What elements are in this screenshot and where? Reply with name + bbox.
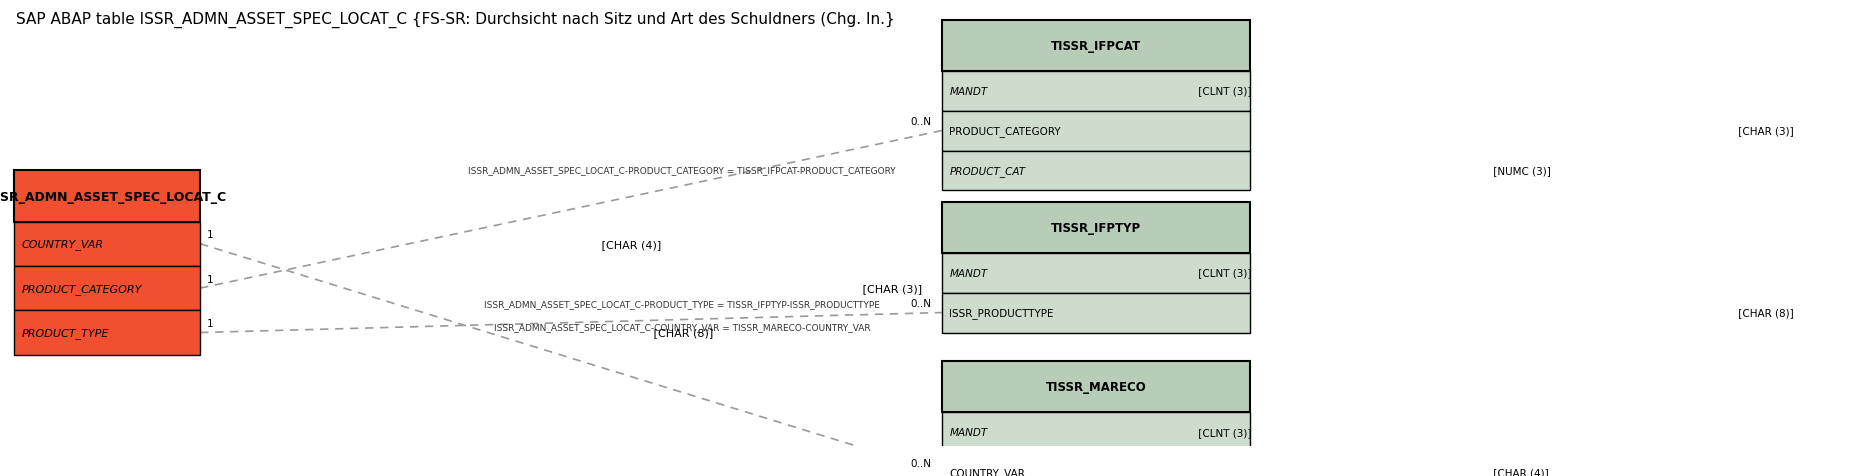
- Text: [CLNT (3)]: [CLNT (3)]: [1195, 427, 1251, 437]
- Text: TISSR_IFPCAT: TISSR_IFPCAT: [1051, 40, 1141, 52]
- Text: MANDT: MANDT: [948, 86, 988, 96]
- Text: MANDT: MANDT: [948, 427, 988, 437]
- Text: [CHAR (4)]: [CHAR (4)]: [1490, 467, 1548, 476]
- Text: [NUMC (3)]: [NUMC (3)]: [1490, 166, 1550, 176]
- Text: 1: 1: [207, 230, 213, 240]
- Text: COUNTRY_VAR: COUNTRY_VAR: [21, 239, 103, 249]
- FancyBboxPatch shape: [941, 20, 1251, 71]
- Text: 0..N: 0..N: [911, 117, 932, 127]
- FancyBboxPatch shape: [13, 222, 200, 267]
- Text: PRODUCT_TYPE: PRODUCT_TYPE: [21, 327, 108, 338]
- Text: COUNTRY_VAR: COUNTRY_VAR: [948, 467, 1025, 476]
- FancyBboxPatch shape: [941, 362, 1251, 413]
- Text: ISSR_ADMN_ASSET_SPEC_LOCAT_C-PRODUCT_TYPE = TISSR_IFPTYP-ISSR_PRODUCTTYPE: ISSR_ADMN_ASSET_SPEC_LOCAT_C-PRODUCT_TYP…: [484, 300, 879, 309]
- Text: ISSR_ADMN_ASSET_SPEC_LOCAT_C-COUNTRY_VAR = TISSR_MARECO-COUNTRY_VAR: ISSR_ADMN_ASSET_SPEC_LOCAT_C-COUNTRY_VAR…: [495, 322, 870, 331]
- Text: [CHAR (3)]: [CHAR (3)]: [859, 284, 922, 294]
- FancyBboxPatch shape: [941, 71, 1251, 111]
- FancyBboxPatch shape: [941, 111, 1251, 151]
- Text: ISSR_ADMN_ASSET_SPEC_LOCAT_C: ISSR_ADMN_ASSET_SPEC_LOCAT_C: [0, 190, 226, 203]
- FancyBboxPatch shape: [941, 151, 1251, 191]
- Text: [CLNT (3)]: [CLNT (3)]: [1195, 268, 1251, 278]
- Text: 0..N: 0..N: [911, 298, 932, 308]
- FancyBboxPatch shape: [13, 267, 200, 311]
- Text: 0..N: 0..N: [911, 458, 932, 468]
- FancyBboxPatch shape: [941, 293, 1251, 333]
- FancyBboxPatch shape: [941, 413, 1251, 453]
- Text: PRODUCT_CAT: PRODUCT_CAT: [948, 166, 1025, 177]
- Text: ISSR_PRODUCTTYPE: ISSR_PRODUCTTYPE: [948, 307, 1053, 318]
- Text: 1: 1: [207, 318, 213, 328]
- Text: PRODUCT_CATEGORY: PRODUCT_CATEGORY: [21, 283, 142, 294]
- Text: MANDT: MANDT: [948, 268, 988, 278]
- FancyBboxPatch shape: [941, 202, 1251, 253]
- Text: PRODUCT_CATEGORY: PRODUCT_CATEGORY: [948, 126, 1060, 137]
- Text: ISSR_ADMN_ASSET_SPEC_LOCAT_C-PRODUCT_CATEGORY = TISSR_IFPCAT-PRODUCT_CATEGORY: ISSR_ADMN_ASSET_SPEC_LOCAT_C-PRODUCT_CAT…: [469, 166, 896, 175]
- Text: TISSR_MARECO: TISSR_MARECO: [1046, 381, 1146, 394]
- Text: [CHAR (4)]: [CHAR (4)]: [597, 239, 661, 249]
- FancyBboxPatch shape: [941, 253, 1251, 293]
- Text: 1: 1: [207, 274, 213, 284]
- Text: [CLNT (3)]: [CLNT (3)]: [1195, 86, 1251, 96]
- Text: TISSR_IFPTYP: TISSR_IFPTYP: [1051, 221, 1141, 234]
- FancyBboxPatch shape: [941, 453, 1251, 476]
- Text: [CHAR (8)]: [CHAR (8)]: [650, 328, 713, 338]
- Text: SAP ABAP table ISSR_ADMN_ASSET_SPEC_LOCAT_C {FS-SR: Durchsicht nach Sitz und Art: SAP ABAP table ISSR_ADMN_ASSET_SPEC_LOCA…: [17, 11, 894, 28]
- Text: [CHAR (3)]: [CHAR (3)]: [1734, 126, 1794, 136]
- Text: [CHAR (8)]: [CHAR (8)]: [1734, 308, 1794, 318]
- FancyBboxPatch shape: [13, 171, 200, 222]
- FancyBboxPatch shape: [13, 311, 200, 355]
